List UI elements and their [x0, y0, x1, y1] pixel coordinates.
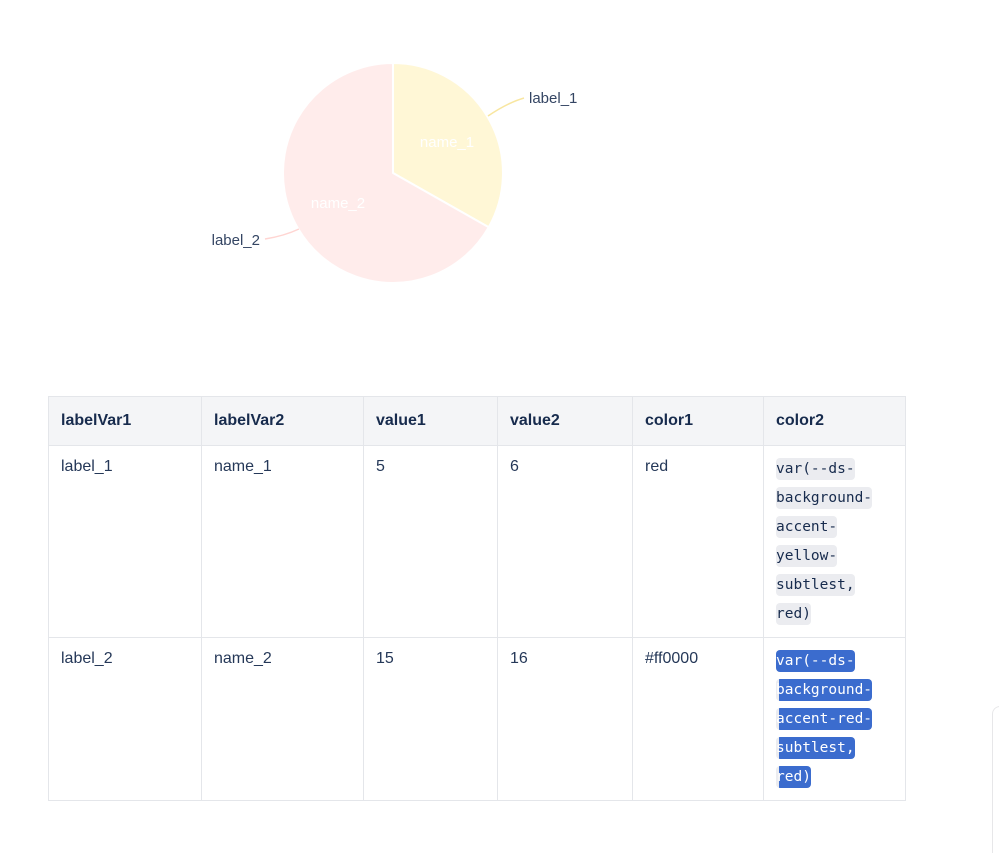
scrollbar-thumb[interactable]: [992, 706, 999, 853]
pie-chart: label_1 name_1 label_2 name_2: [212, 62, 577, 284]
cell-labelvar2: name_2: [201, 637, 364, 801]
cell-labelvar2: name_1: [201, 445, 364, 638]
cell-color2: var(--ds-background-accent-red-subtlest,…: [763, 637, 906, 801]
data-table: labelVar1 labelVar2 value1 value2 color1…: [48, 396, 906, 801]
code-chip-line: var(--ds-: [776, 650, 855, 672]
pie-label-line: [264, 228, 300, 240]
cell-value1: 15: [363, 637, 498, 801]
table-row: label_2 name_2 15 16 #ff0000 var(--ds-ba…: [48, 637, 906, 801]
column-header-value2: value2: [497, 396, 633, 446]
code-chip-line: yellow-: [776, 545, 838, 567]
code-chip-line: accent-red-: [776, 708, 873, 730]
cell-labelvar1: label_2: [48, 637, 202, 801]
cell-color2: var(--ds-background-accent-yellow-subtle…: [763, 445, 906, 638]
column-header-labelvar1: labelVar1: [48, 396, 202, 446]
cell-value2: 6: [497, 445, 633, 638]
cell-value2: 16: [497, 637, 633, 801]
code-chip-line: red): [776, 766, 811, 788]
code-snippet-selected: var(--ds-background-accent-red-subtlest,…: [776, 650, 893, 788]
pie-slice-name_2[interactable]: [281, 62, 490, 284]
pie-label-line: [487, 97, 525, 117]
code-chip-line: var(--ds-: [776, 458, 855, 480]
table-header-row: labelVar1 labelVar2 value1 value2 color1…: [48, 396, 906, 446]
pie-inner-label: name_2: [311, 195, 365, 212]
column-header-labelvar2: labelVar2: [201, 396, 364, 446]
code-chip-line: subtlest,: [776, 574, 855, 596]
column-header-color2: color2: [763, 396, 906, 446]
cell-color1: red: [632, 445, 764, 638]
code-chip-line: red): [776, 603, 811, 625]
pie-slice-name_1[interactable]: [392, 62, 504, 229]
pie-inner-label: name_1: [420, 134, 474, 151]
cell-color1: #ff0000: [632, 637, 764, 801]
pie-callout-label: label_2: [212, 232, 260, 249]
table-row: label_1 name_1 5 6 red var(--ds-backgrou…: [48, 445, 906, 638]
column-header-value1: value1: [363, 396, 498, 446]
cell-value1: 5: [363, 445, 498, 638]
pie-callout-label: label_1: [529, 90, 577, 107]
column-header-color1: color1: [632, 396, 764, 446]
code-chip-line: accent-: [776, 516, 838, 538]
code-chip-line: background-: [776, 679, 873, 701]
cell-labelvar1: label_1: [48, 445, 202, 638]
code-snippet: var(--ds-background-accent-yellow-subtle…: [776, 458, 893, 625]
code-chip-line: subtlest,: [776, 737, 855, 759]
code-chip-line: background-: [776, 487, 873, 509]
